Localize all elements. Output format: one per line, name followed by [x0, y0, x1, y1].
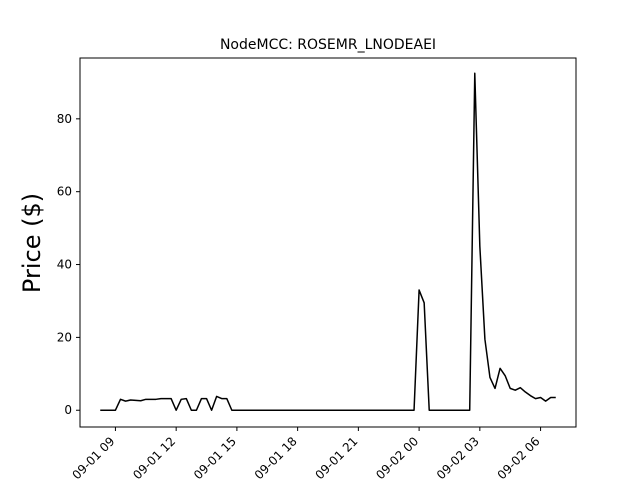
- y-tick-label: 0: [64, 403, 72, 417]
- x-tick-label: 09-01 18: [252, 434, 300, 480]
- x-tick-label: 09-01 12: [130, 434, 178, 480]
- x-tick-label: 09-02 00: [373, 434, 421, 480]
- x-tick-label: 09-01 15: [191, 434, 239, 480]
- x-tick-label: 09-01 21: [312, 434, 360, 480]
- y-axis-label: Price ($): [18, 193, 46, 293]
- y-tick-label: 60: [57, 185, 72, 199]
- x-tick-label: 09-02 03: [434, 434, 482, 480]
- plot-area-frame: [79, 57, 577, 428]
- x-tick-label: 09-02 06: [495, 434, 543, 480]
- y-tick-label: 40: [57, 258, 72, 272]
- x-tick-label: 09-01 09: [69, 434, 117, 480]
- y-tick-label: 80: [57, 112, 72, 126]
- series-line: [100, 72, 556, 411]
- axis-ticks: 0 20 40 60 80 09-01 09 09-01 12 09-01 15 09-01 1…: [57, 112, 543, 480]
- y-tick-label: 20: [57, 330, 72, 344]
- chart-title: NodeMCC: ROSEMR_LNODEAEI: [220, 37, 436, 53]
